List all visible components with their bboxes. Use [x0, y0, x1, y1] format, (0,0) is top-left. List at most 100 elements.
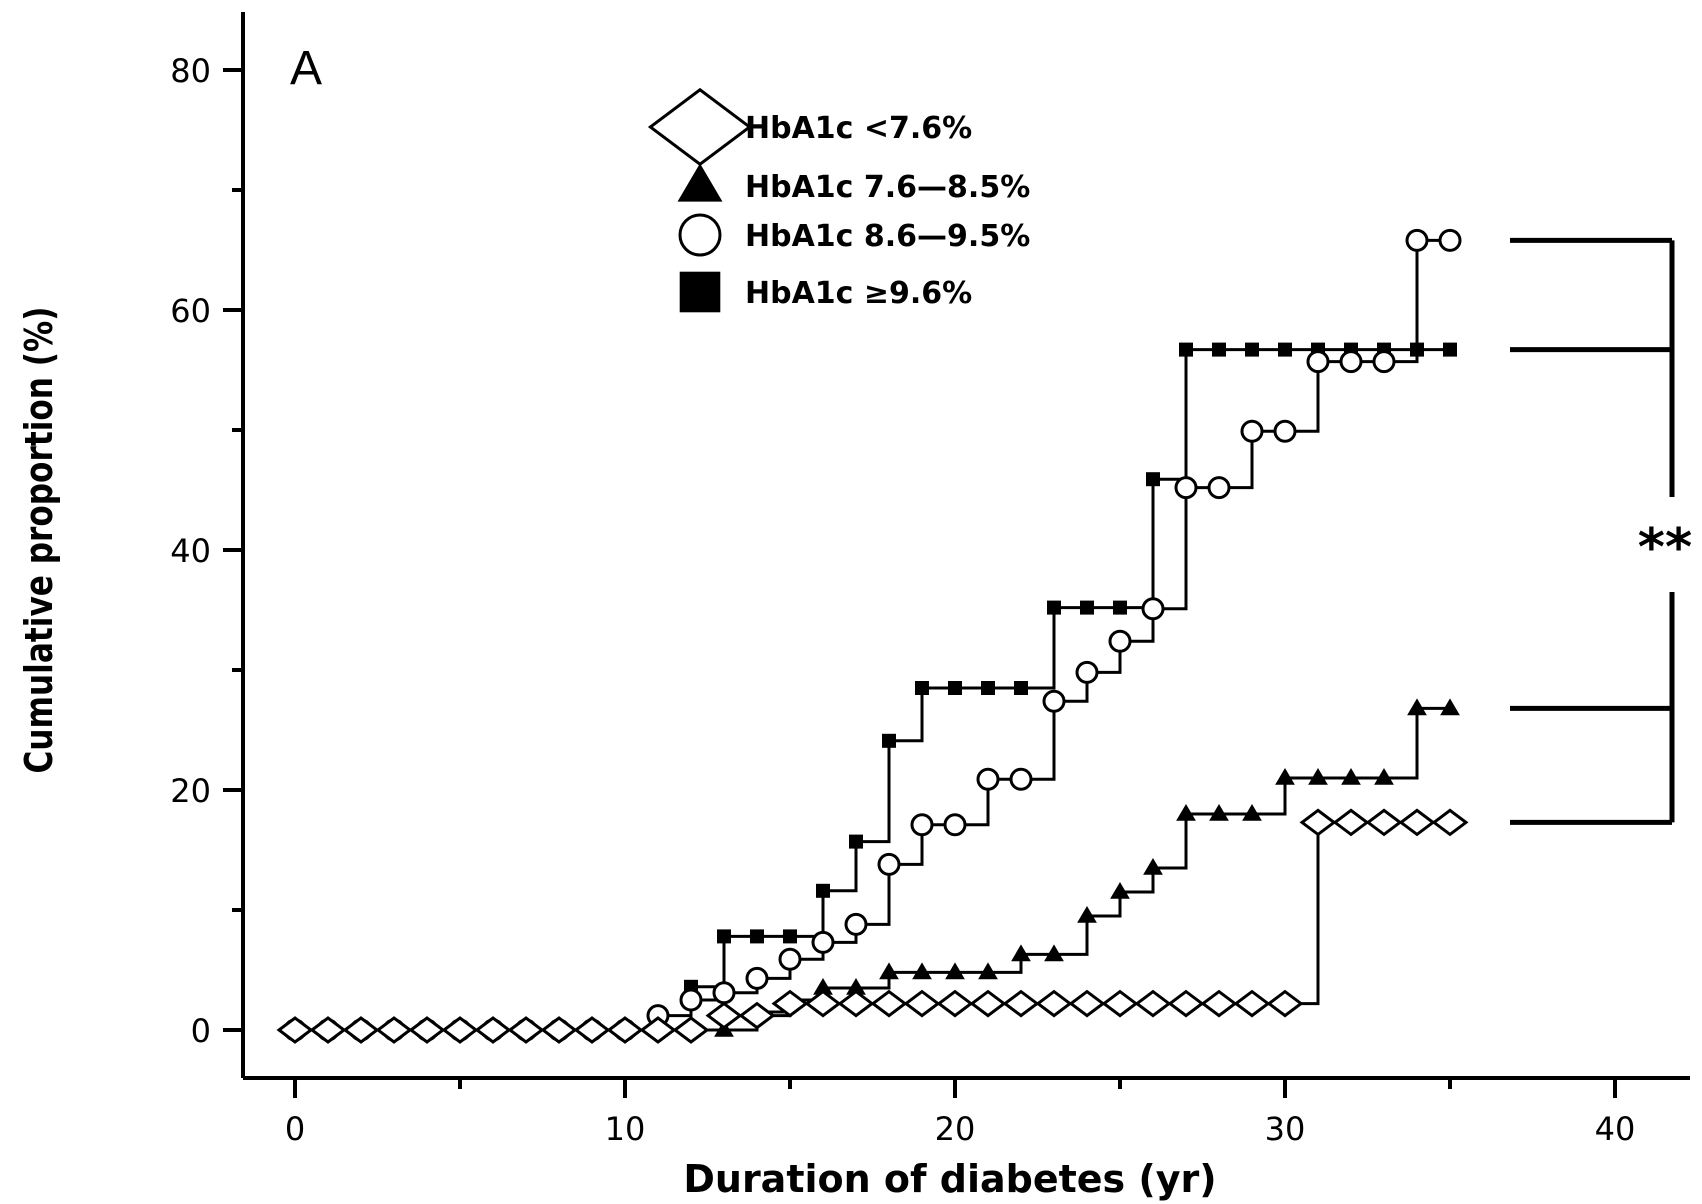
legend-marker-triangle	[677, 163, 723, 202]
series-square	[288, 342, 1457, 1037]
data-point-triangle	[945, 962, 965, 980]
data-point-diamond	[1299, 808, 1337, 837]
data-point-circle	[1009, 767, 1033, 791]
series-diamond	[276, 808, 1469, 1044]
data-point-triangle	[978, 962, 998, 980]
data-point-triangle	[1209, 804, 1229, 821]
x-tick-label: 0	[285, 1110, 305, 1148]
series-line-circle	[295, 238, 1450, 1032]
data-point-circle	[1306, 350, 1330, 374]
data-point-diamond	[672, 1016, 710, 1044]
data-point-diamond	[1431, 808, 1469, 837]
data-point-diamond	[309, 1016, 347, 1044]
data-point-diamond	[1035, 989, 1073, 1018]
data-point-circle	[1141, 597, 1165, 621]
data-point-triangle	[1374, 768, 1394, 785]
data-point-circle	[910, 813, 934, 837]
data-point-diamond	[705, 1001, 743, 1030]
legend-label-circle: HbA1c 8.6—9.5%	[745, 219, 1030, 254]
panel-label: A	[290, 42, 322, 95]
legend-marker-diamond	[647, 87, 753, 167]
data-point-square	[783, 929, 797, 944]
data-point-diamond	[1332, 808, 1370, 837]
data-point-triangle	[1341, 768, 1361, 785]
data-point-square	[717, 929, 731, 944]
data-point-diamond	[375, 1016, 413, 1044]
data-point-diamond	[837, 989, 875, 1018]
series-layer	[276, 228, 1469, 1044]
data-point-circle	[1438, 228, 1462, 252]
y-axis-label: Cumulative proportion (%)	[18, 307, 62, 774]
series-line-square	[295, 348, 1450, 1032]
legend-item-square: HbA1c ≥9.6%	[679, 271, 972, 313]
data-point-square	[1278, 342, 1292, 357]
y-tick-label: 0	[191, 1012, 211, 1050]
data-point-triangle	[1407, 698, 1427, 716]
data-point-circle	[1339, 350, 1363, 374]
data-point-square	[1047, 600, 1061, 615]
data-point-diamond	[1068, 989, 1106, 1018]
data-point-triangle	[1044, 944, 1064, 962]
data-point-triangle	[1440, 698, 1460, 716]
data-point-diamond	[804, 989, 842, 1018]
data-point-triangle	[879, 962, 899, 980]
data-point-diamond	[1200, 989, 1238, 1018]
x-tick-label: 40	[1595, 1110, 1636, 1148]
data-point-diamond	[936, 989, 974, 1018]
legend-label-triangle: HbA1c 7.6—8.5%	[745, 170, 1030, 205]
legend-label-square: HbA1c ≥9.6%	[745, 276, 972, 311]
data-point-circle	[1372, 350, 1396, 374]
data-point-square	[750, 929, 764, 944]
data-point-square	[1113, 600, 1127, 615]
data-point-square	[1014, 681, 1028, 695]
series-line-triangle	[295, 706, 1450, 1032]
data-point-circle	[1174, 476, 1198, 500]
data-point-triangle	[1275, 768, 1295, 785]
data-point-diamond	[342, 1016, 380, 1044]
data-point-diamond	[1002, 989, 1040, 1018]
data-point-circle	[1207, 476, 1231, 500]
significance-label: **	[1638, 518, 1692, 578]
data-point-square	[915, 681, 929, 695]
data-point-circle	[679, 988, 703, 1012]
legend: HbA1c <7.6% HbA1c 7.6—8.5% HbA1c 8.6—9.5% H…	[647, 87, 1030, 313]
data-point-diamond	[1167, 989, 1205, 1018]
data-point-square	[882, 733, 896, 748]
data-point-circle	[1405, 228, 1429, 252]
legend-marker-square	[679, 271, 721, 313]
x-tick-label: 10	[605, 1110, 646, 1148]
legend-label-diamond: HbA1c <7.6%	[745, 111, 972, 146]
legend-item-diamond: HbA1c <7.6%	[647, 87, 972, 167]
data-point-diamond	[408, 1016, 446, 1044]
data-point-diamond	[507, 1016, 545, 1044]
data-point-circle	[1108, 629, 1132, 653]
legend-item-circle: HbA1c 8.6—9.5%	[678, 213, 1030, 257]
data-point-square	[981, 681, 995, 695]
data-point-triangle	[1011, 944, 1031, 962]
data-point-diamond	[1233, 989, 1271, 1018]
data-point-diamond	[276, 1016, 314, 1044]
data-point-diamond	[1365, 808, 1403, 837]
data-point-circle	[844, 912, 868, 936]
legend-item-triangle: HbA1c 7.6—8.5%	[677, 163, 1030, 205]
data-point-circle	[712, 981, 736, 1005]
y-tick-label: 40	[170, 532, 211, 570]
data-point-diamond	[639, 1016, 677, 1044]
data-point-square	[948, 681, 962, 695]
data-point-triangle	[1110, 882, 1130, 899]
data-point-square	[816, 883, 830, 898]
y-tick-label: 80	[170, 52, 211, 90]
data-point-diamond	[1134, 989, 1172, 1018]
data-point-diamond	[1398, 808, 1436, 837]
x-axis-label: Duration of diabetes (yr)	[683, 1157, 1216, 1201]
y-tick-label: 60	[170, 292, 211, 330]
data-point-square	[1080, 600, 1094, 615]
data-point-diamond	[441, 1016, 479, 1044]
data-point-circle	[1240, 419, 1264, 443]
data-point-diamond	[573, 1016, 611, 1044]
data-point-diamond	[903, 989, 941, 1018]
data-point-square	[1443, 342, 1457, 357]
data-point-circle	[976, 767, 1000, 791]
data-point-triangle	[912, 962, 932, 980]
